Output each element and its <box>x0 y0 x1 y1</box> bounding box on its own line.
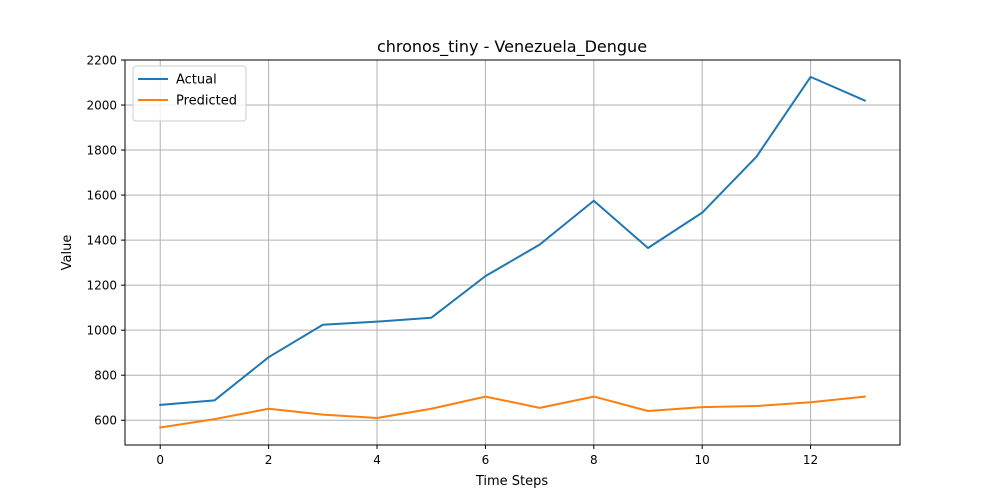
series-line-predicted <box>159 395 866 429</box>
legend-label-actual: Actual <box>176 73 217 88</box>
chart-title: chronos_tiny - Venezuela_Dengue <box>377 37 647 57</box>
legend-label-predicted: Predicted <box>176 94 237 109</box>
y-axis-label: Value <box>60 235 75 271</box>
plot-area-frame <box>124 59 901 446</box>
y-tick-label: 1600 <box>86 189 117 203</box>
x-tick-label: 4 <box>373 453 381 467</box>
x-tick-label: 12 <box>803 453 818 467</box>
x-tick-label: 0 <box>156 453 164 467</box>
y-tick-label: 800 <box>94 369 117 383</box>
x-axis-ticks: 0 2 4 6 8 10 12 <box>156 445 818 467</box>
y-tick-label: 1200 <box>86 279 117 293</box>
grid-lines <box>125 59 900 445</box>
x-tick-label: 8 <box>590 453 598 467</box>
y-tick-label: 1400 <box>86 234 117 248</box>
y-tick-label: 2200 <box>86 54 117 68</box>
y-axis-ticks: 600 800 1000 1200 1400 1600 1800 2000 2200 <box>86 54 125 428</box>
x-tick-label: 6 <box>482 453 490 467</box>
legend: Actual Predicted <box>132 65 247 122</box>
x-tick-label: 2 <box>265 453 273 467</box>
series-lines <box>159 75 867 429</box>
y-tick-label: 2000 <box>86 99 117 113</box>
x-axis-label: Time Steps <box>475 474 549 489</box>
series-line-actual <box>159 75 867 406</box>
y-tick-label: 1000 <box>86 324 117 338</box>
y-tick-label: 600 <box>94 414 117 428</box>
x-tick-label: 10 <box>695 453 710 467</box>
y-tick-label: 1800 <box>86 144 117 158</box>
